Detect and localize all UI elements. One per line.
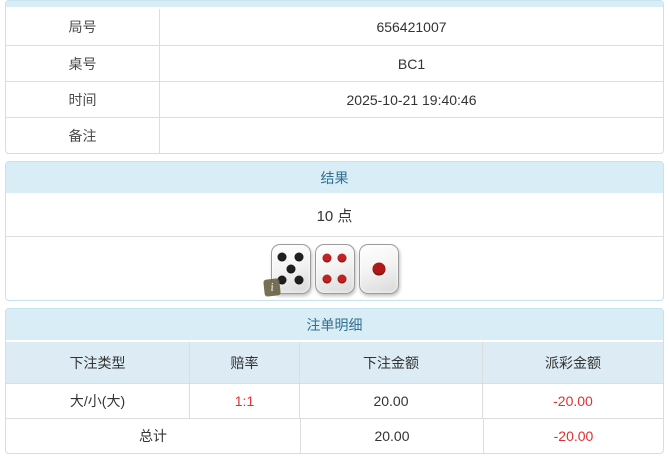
die-pip (286, 264, 295, 273)
die-pip (337, 253, 347, 263)
game-info-panel: 局号 656421007 桌号 BC1 时间 2025-10-21 19:40:… (5, 0, 664, 154)
bet-odds-value: 1:1 (190, 384, 300, 418)
die-pip (322, 253, 332, 263)
info-row-table: 桌号 BC1 (6, 45, 663, 81)
table-number-value: BC1 (397, 55, 426, 72)
time-value: 2025-10-21 19:40:46 (346, 91, 477, 108)
total-label: 总计 (6, 419, 301, 453)
time-label: 时间 (6, 82, 160, 117)
info-icon[interactable]: i (262, 277, 281, 297)
bet-amount-value: 20.00 (300, 384, 483, 418)
bet-table-header-row: 下注类型 赔率 下注金额 派彩金额 (6, 342, 663, 383)
die-pip (322, 274, 332, 284)
info-row-round: 局号 656421007 (6, 9, 663, 45)
die-4 (314, 243, 355, 294)
header-payout-amount: 派彩金额 (545, 354, 601, 371)
remark-label: 备注 (6, 118, 160, 153)
bet-table-total-row: 总计 20.00 -20.00 (6, 418, 663, 453)
remark-value (160, 118, 663, 153)
header-bet-amount: 下注金额 (300, 342, 483, 383)
die-pip (277, 252, 287, 262)
round-number-value: 656421007 (376, 19, 447, 35)
cropped-panel-title (6, 1, 663, 9)
bet-payout-value: -20.00 (553, 393, 593, 409)
bet-table-row: 大/小(大) 1:1 20.00 -20.00 (6, 383, 663, 418)
info-row-remark: 备注 (6, 117, 663, 153)
result-panel-title: 结果 (6, 162, 663, 195)
header-odds: 赔率 (190, 342, 300, 383)
round-number-label: 局号 (6, 9, 160, 45)
header-bet-type: 下注类型 (6, 342, 190, 383)
bet-details-panel: 注单明细 下注类型 赔率 下注金额 派彩金额 大/小(大) 1:1 20.00 … (5, 308, 664, 454)
die-5: i (262, 243, 311, 297)
bet-type-value: 大/小(大) (6, 384, 190, 418)
info-row-time: 时间 2025-10-21 19:40:46 (6, 81, 663, 117)
die-pip (337, 274, 347, 284)
die-pip (294, 275, 304, 285)
bet-details-title: 注单明细 (6, 309, 663, 342)
total-bet-amount: 20.00 (301, 419, 484, 453)
die-pip (372, 262, 385, 275)
total-payout-amount: -20.00 (553, 428, 594, 444)
die-pip (294, 252, 304, 262)
dice-row: i (6, 236, 663, 300)
die-pip (277, 275, 287, 285)
table-number-label: 桌号 (6, 46, 160, 81)
result-points: 10 点 (316, 208, 353, 225)
result-panel: 结果 10 点 i (5, 161, 664, 301)
die-1 (358, 243, 399, 294)
